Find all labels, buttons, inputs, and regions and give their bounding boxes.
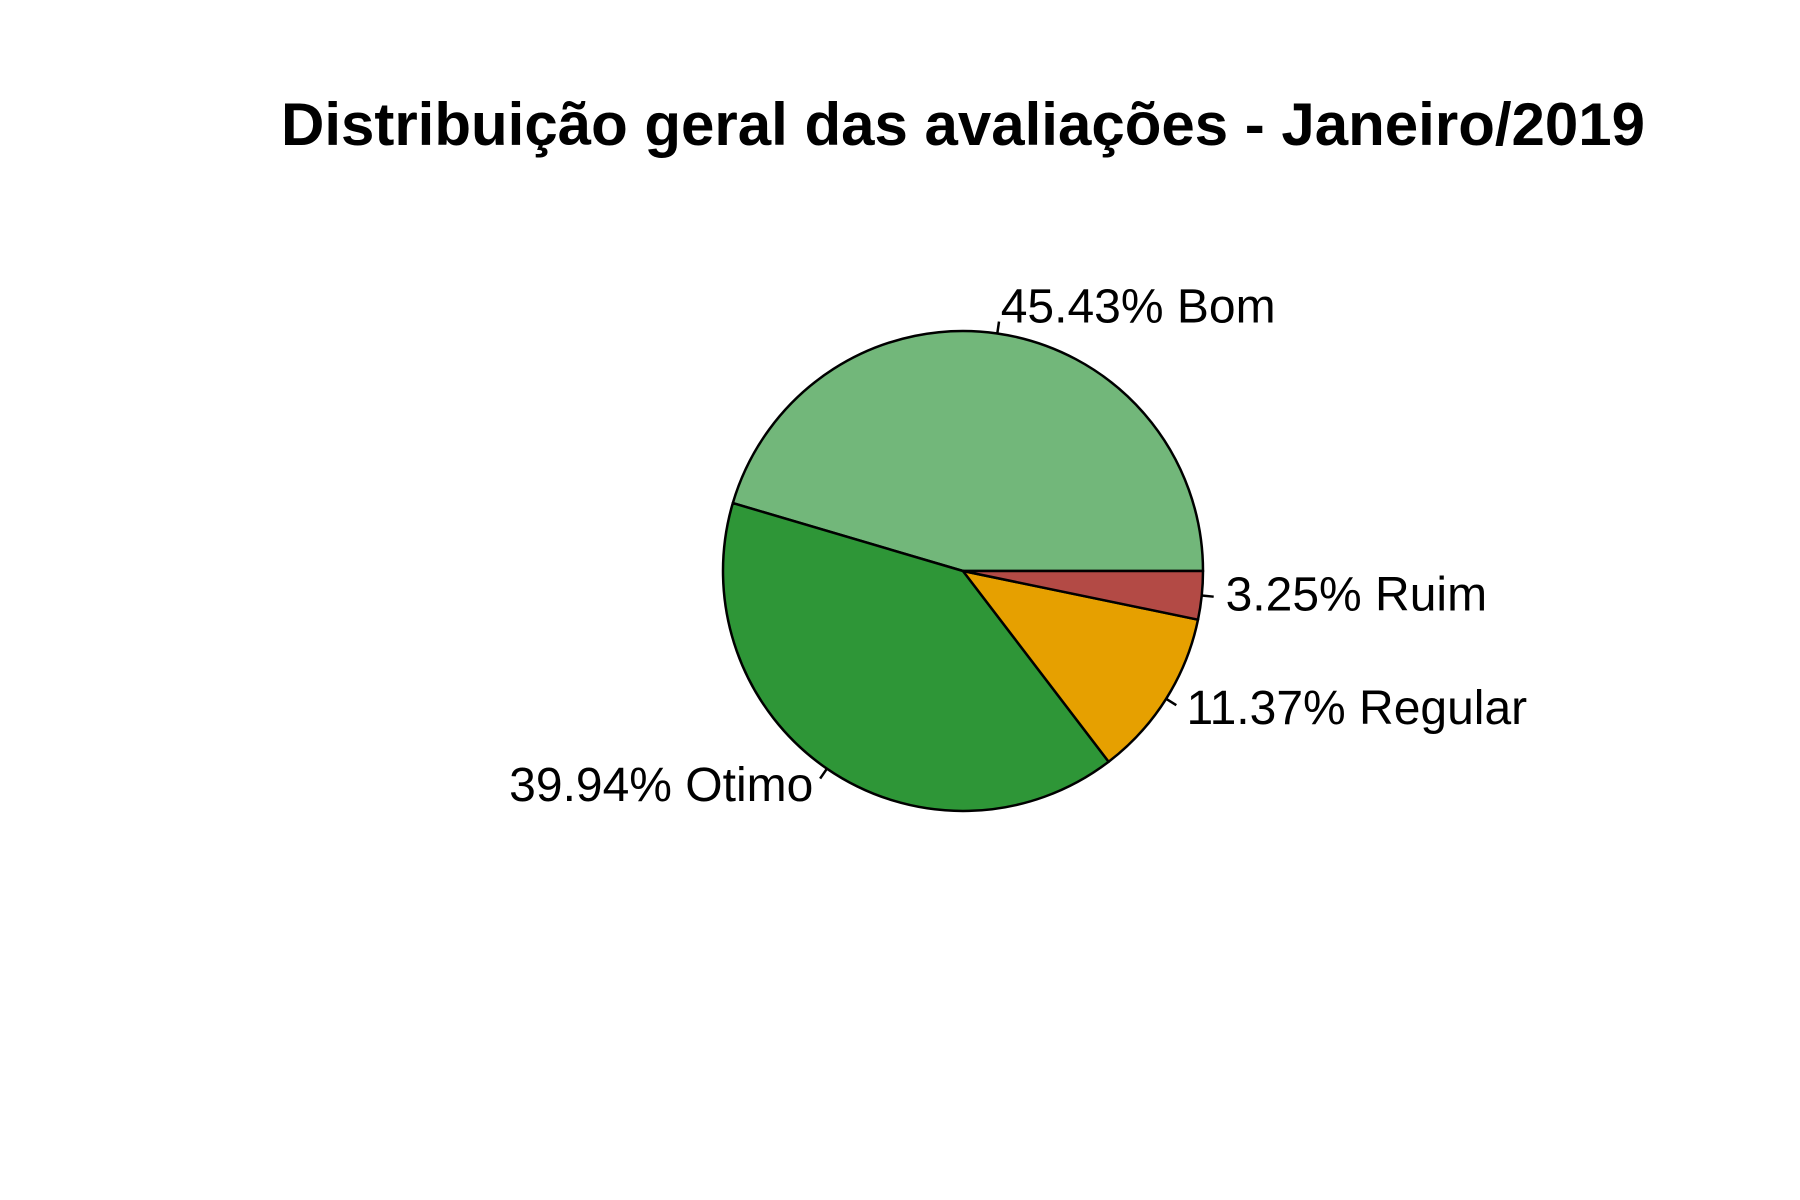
leader-line-otimo: [819, 767, 828, 780]
pie-slice-otimo: [721, 501, 1110, 813]
slice-labels: 45.43% Bom 39.94% Otimo 11.37% Regular 3.25…: [509, 280, 1527, 812]
slice-label-regular: 11.37% Regular: [1186, 682, 1527, 735]
slice-label-bom: 45.43% Bom: [1001, 280, 1276, 333]
leader-line-ruim: [1201, 594, 1214, 598]
pie-slice-ruim: [961, 569, 1205, 621]
slice-label-ruim: 3.25% Ruim: [1226, 569, 1487, 622]
leader-lines: [819, 321, 1214, 780]
leader-line-bom: [996, 321, 1001, 334]
pie-slice-bom: [731, 329, 1205, 573]
leader-line-regular: [1165, 697, 1177, 707]
pie-slices: [721, 329, 1205, 813]
pie-slice-regular: [961, 569, 1200, 763]
chart-title: Distribuição geral das avaliações - Jane…: [281, 91, 1645, 158]
slice-label-otimo: 39.94% Otimo: [509, 759, 813, 812]
